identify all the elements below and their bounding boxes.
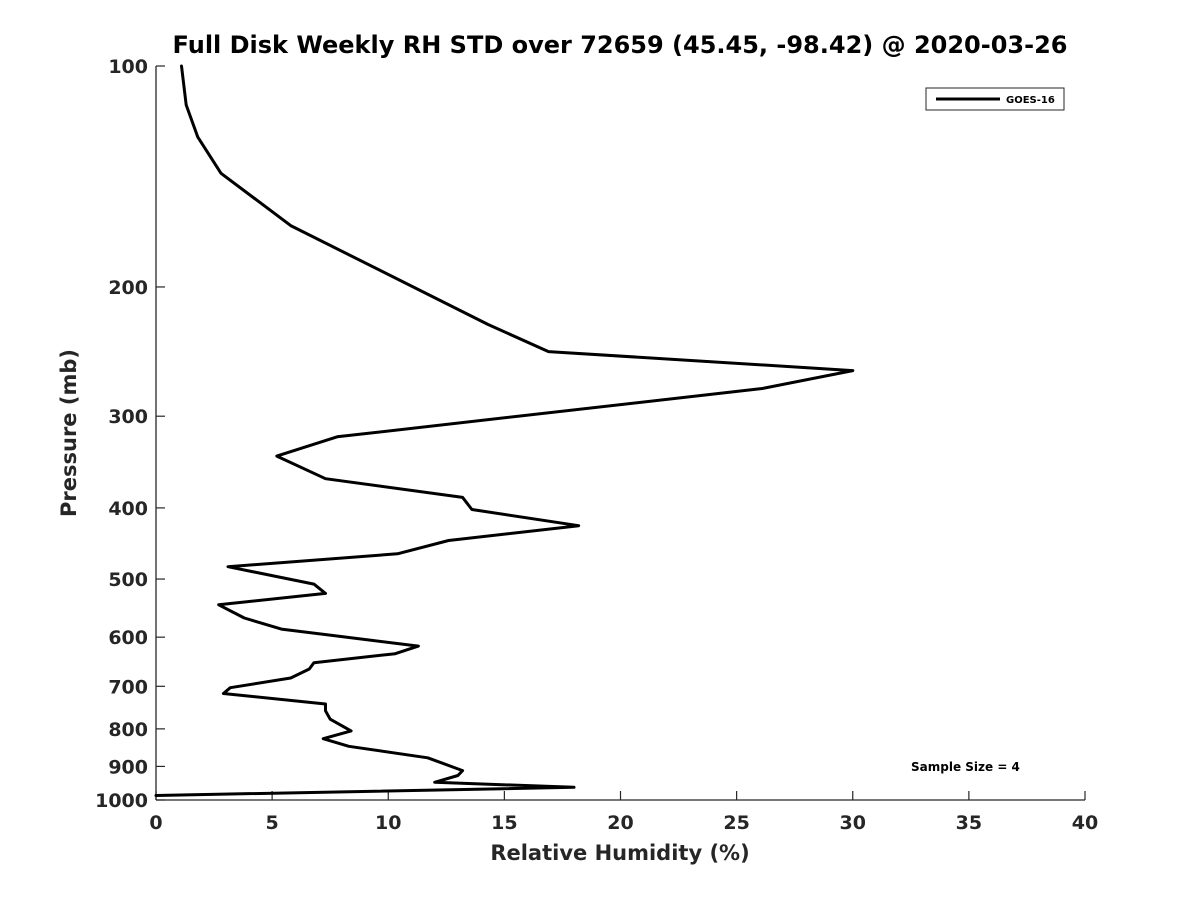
legend: GOES-16 [925,87,1065,111]
x-tick-label-10: 10 [375,812,401,834]
x-tick-label-40: 40 [1072,812,1098,834]
x-tick-label-15: 15 [491,812,517,834]
x-tick-label-20: 20 [607,812,633,834]
y-tick-label-800: 800 [108,719,148,741]
x-tick-label-25: 25 [723,812,749,834]
x-tick-label-30: 30 [840,812,866,834]
axes [155,66,1085,801]
y-tick-label-200: 200 [108,277,148,299]
y-tick-label-300: 300 [108,406,148,428]
series-layer [154,64,855,797]
y-tick-label-700: 700 [108,676,148,698]
y-ticks: 100 200 300 400 500 600 700 800 900 1000 [95,56,165,812]
y-tick-label-500: 500 [108,569,148,591]
y-tick-label-400: 400 [108,498,148,520]
chart-title: Full Disk Weekly RH STD over 72659 (45.4… [173,31,1068,59]
x-ticks: 0 5 10 15 20 25 30 35 40 [149,791,1098,834]
x-tick-label-5: 5 [266,812,279,834]
y-tick-label-1000: 1000 [95,790,148,812]
x-axis-label: Relative Humidity (%) [490,841,749,865]
x-tick-label-0: 0 [149,812,162,834]
sample-size-annotation: Sample Size = 4 [911,760,1020,774]
legend-label-goes-16: GOES-16 [1006,95,1055,106]
y-axis-label: Pressure (mb) [57,349,81,517]
x-tick-label-35: 35 [956,812,982,834]
y-tick-label-100: 100 [108,56,148,78]
y-tick-label-900: 900 [108,756,148,778]
y-tick-label-600: 600 [108,627,148,649]
series-line-goes-16 [154,64,855,797]
